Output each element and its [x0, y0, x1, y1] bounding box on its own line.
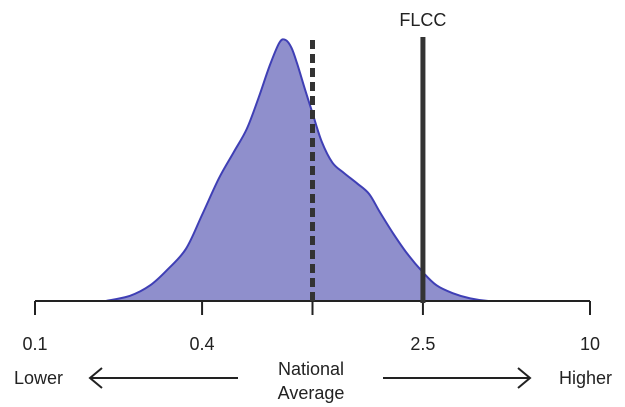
flcc-label: FLCC: [399, 10, 446, 30]
density-area: [106, 39, 507, 301]
lower-label: Lower: [14, 368, 63, 388]
x-tick-label: 2.5: [410, 334, 435, 354]
national-average-label-line2: Average: [278, 383, 345, 403]
x-tick-label: 10: [580, 334, 600, 354]
national-average-label-line1: National: [278, 359, 344, 379]
higher-label: Higher: [559, 368, 612, 388]
x-tick-label: 0.4: [190, 334, 215, 354]
x-tick-label: 0.1: [22, 334, 47, 354]
x-axis-ticks: 0.1 0.4 2.5 10: [22, 301, 600, 354]
